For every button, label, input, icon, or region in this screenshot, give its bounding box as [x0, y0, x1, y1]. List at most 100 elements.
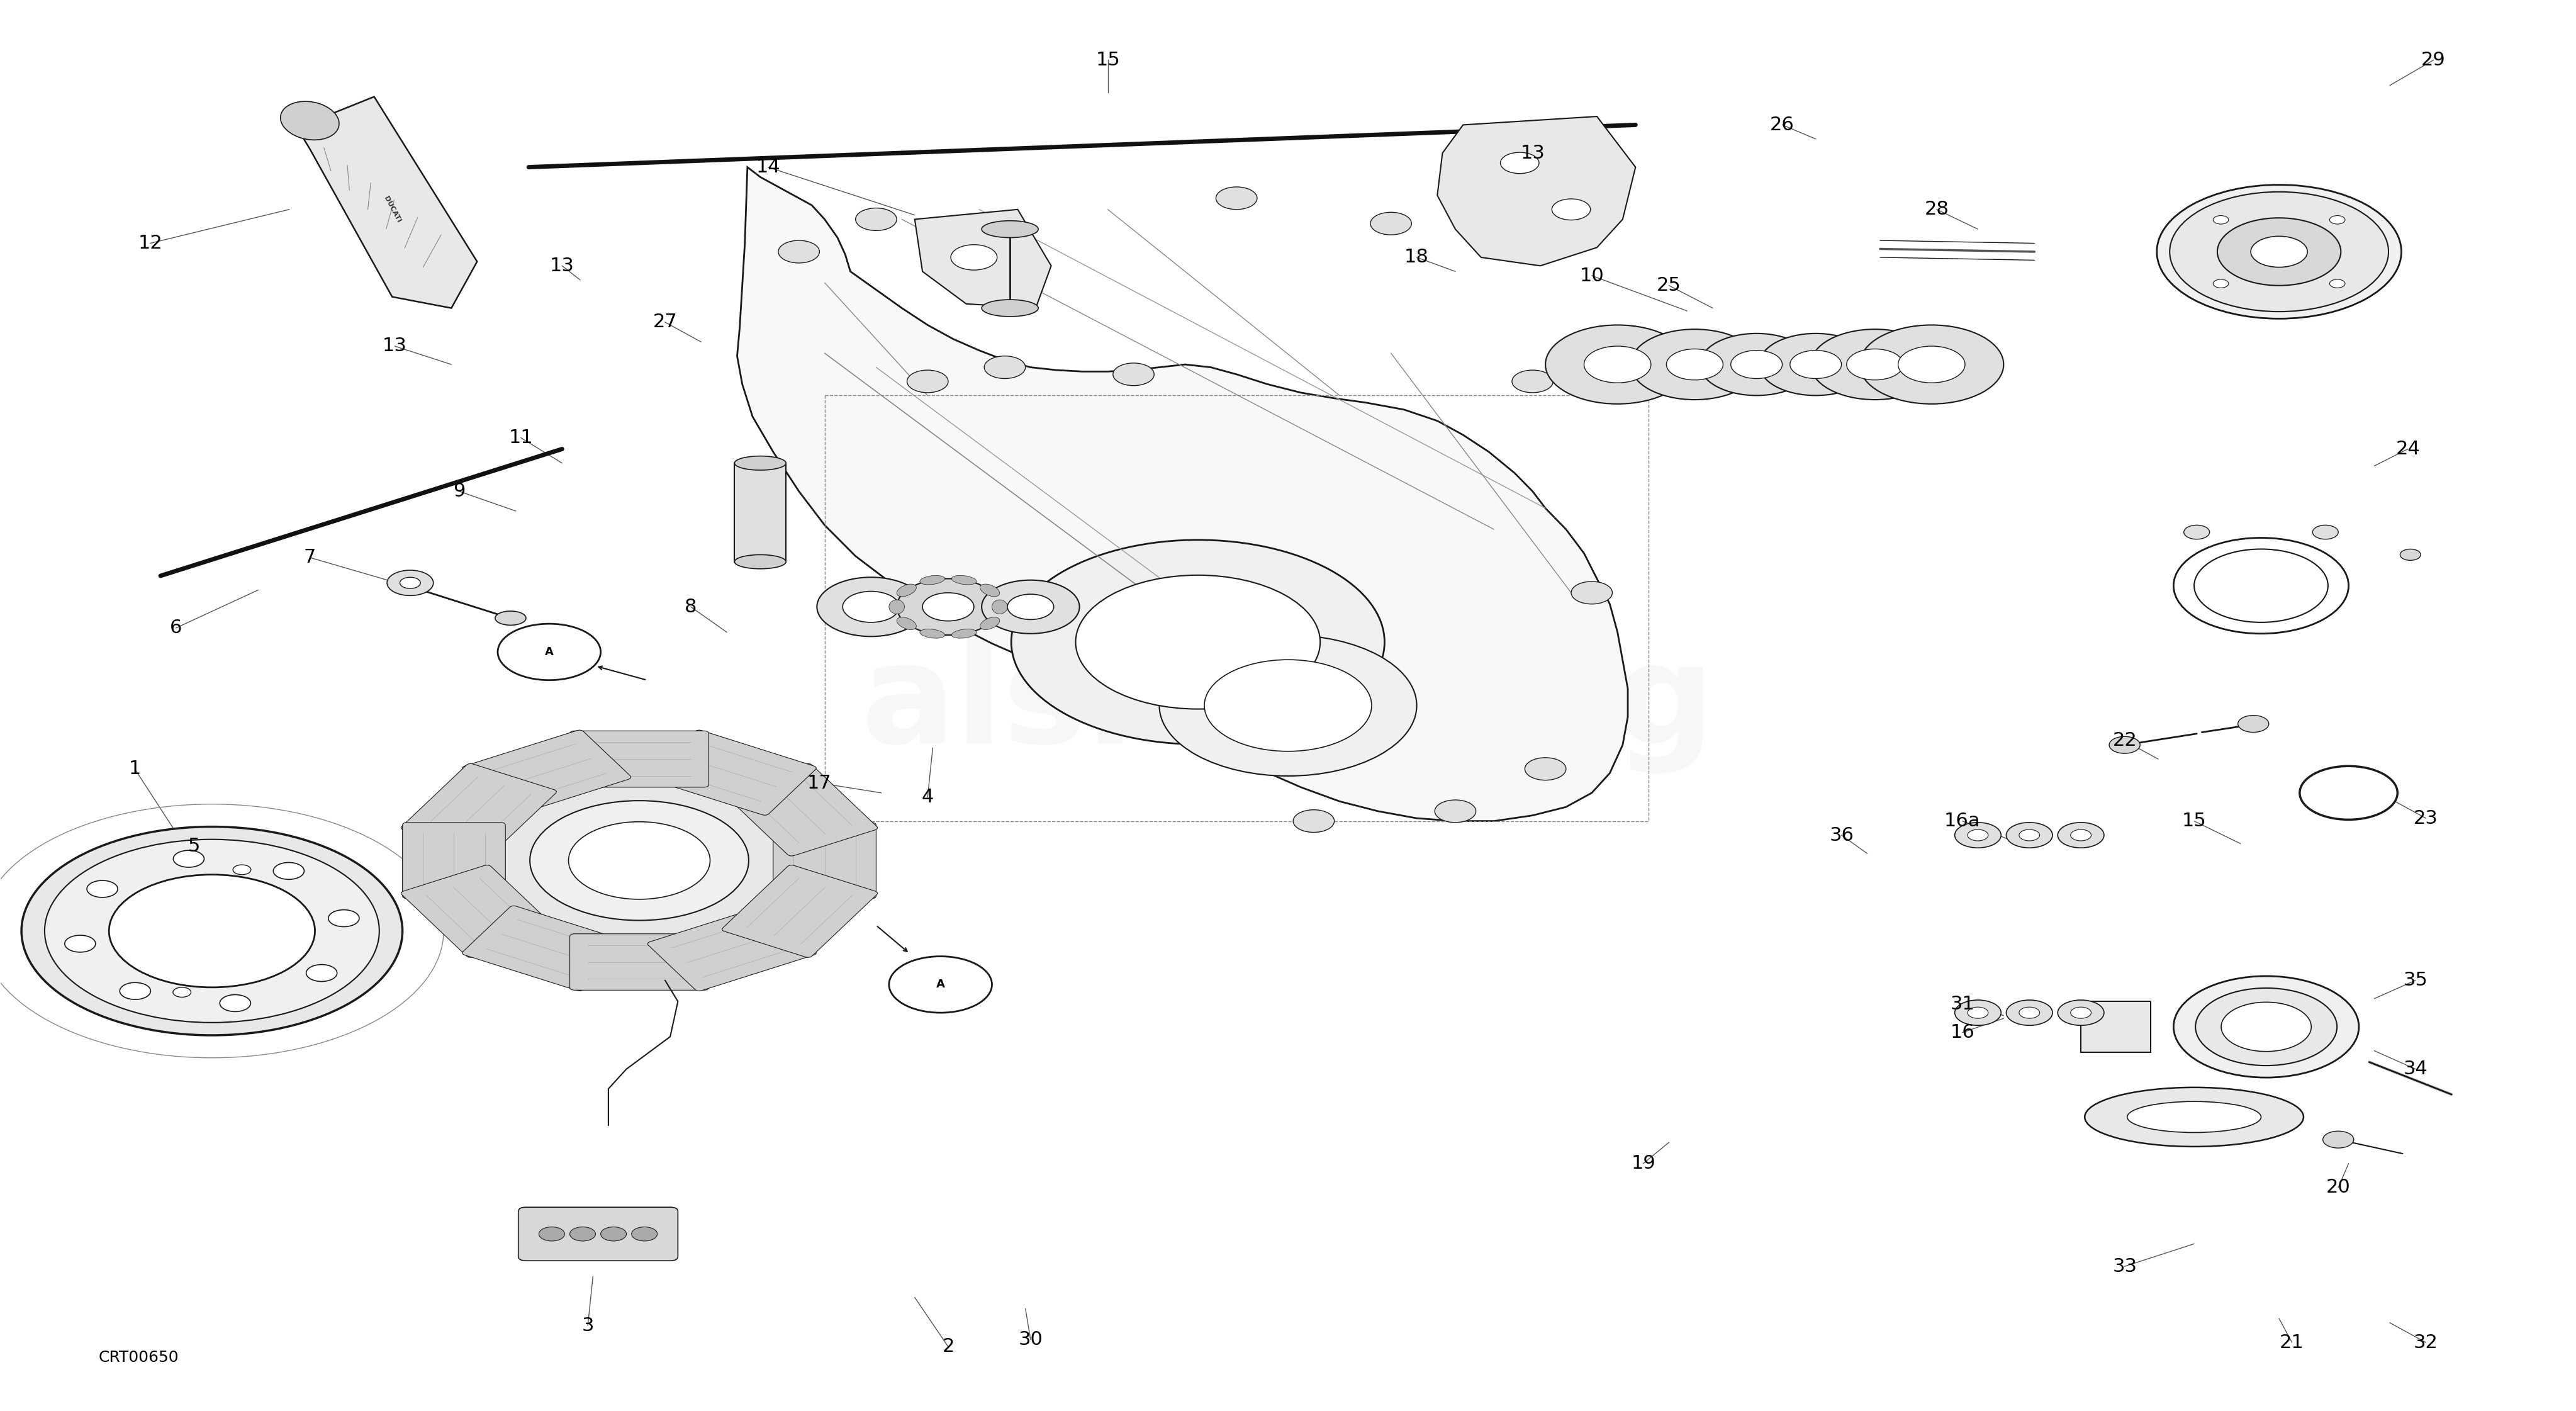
Ellipse shape [1955, 1000, 2002, 1026]
Text: A: A [546, 646, 554, 658]
Ellipse shape [1551, 199, 1589, 220]
Text: 27: 27 [652, 313, 677, 332]
Text: 26: 26 [1770, 116, 1795, 134]
Text: 6: 6 [170, 619, 183, 638]
Text: alsridering: alsridering [860, 638, 1716, 773]
Ellipse shape [2169, 192, 2388, 312]
Polygon shape [296, 97, 477, 308]
Ellipse shape [415, 737, 866, 983]
Polygon shape [734, 463, 786, 562]
Ellipse shape [531, 800, 750, 920]
Ellipse shape [2401, 549, 2421, 560]
Ellipse shape [981, 220, 1038, 237]
Text: 16: 16 [1950, 1023, 1976, 1041]
Ellipse shape [2007, 823, 2053, 848]
Ellipse shape [386, 570, 433, 595]
Text: 10: 10 [1579, 267, 1605, 285]
Ellipse shape [981, 580, 1079, 634]
Ellipse shape [1631, 329, 1759, 399]
Ellipse shape [1899, 346, 1965, 382]
Ellipse shape [21, 827, 402, 1036]
Ellipse shape [173, 988, 191, 998]
Ellipse shape [273, 862, 304, 879]
Circle shape [538, 1228, 564, 1242]
FancyBboxPatch shape [518, 1208, 677, 1261]
Ellipse shape [920, 576, 945, 584]
Circle shape [1435, 800, 1476, 823]
Ellipse shape [896, 617, 917, 629]
Circle shape [907, 370, 948, 392]
Text: 16a: 16a [1945, 811, 1981, 830]
Text: 2: 2 [943, 1338, 953, 1356]
Ellipse shape [2184, 525, 2210, 539]
Ellipse shape [2251, 236, 2308, 267]
Text: 11: 11 [507, 429, 533, 447]
FancyBboxPatch shape [402, 763, 556, 856]
Circle shape [984, 356, 1025, 378]
Ellipse shape [951, 629, 976, 638]
Text: 28: 28 [1924, 200, 1950, 219]
Text: 30: 30 [1018, 1331, 1043, 1349]
Ellipse shape [2329, 279, 2344, 288]
Circle shape [569, 1228, 595, 1242]
Polygon shape [914, 209, 1051, 308]
Ellipse shape [232, 865, 250, 875]
Ellipse shape [399, 577, 420, 588]
Text: 21: 21 [2280, 1333, 2303, 1352]
Ellipse shape [281, 102, 340, 140]
Circle shape [1512, 370, 1553, 392]
Ellipse shape [2324, 1132, 2354, 1149]
Ellipse shape [896, 579, 999, 635]
Ellipse shape [981, 299, 1038, 316]
Text: 25: 25 [1656, 277, 1682, 295]
Ellipse shape [219, 995, 250, 1012]
Polygon shape [737, 166, 1628, 821]
Text: 13: 13 [381, 337, 407, 356]
Text: 24: 24 [2396, 440, 2419, 459]
Circle shape [778, 240, 819, 262]
Text: 3: 3 [582, 1316, 595, 1335]
Ellipse shape [1584, 346, 1651, 382]
FancyBboxPatch shape [569, 731, 708, 787]
FancyBboxPatch shape [773, 823, 876, 899]
Ellipse shape [734, 456, 786, 470]
Ellipse shape [2221, 1002, 2311, 1051]
Ellipse shape [920, 629, 945, 638]
FancyBboxPatch shape [647, 729, 817, 816]
Polygon shape [2081, 1002, 2151, 1053]
Ellipse shape [1007, 594, 1054, 619]
Text: 13: 13 [1520, 144, 1546, 162]
FancyBboxPatch shape [569, 934, 708, 991]
Circle shape [855, 207, 896, 230]
Ellipse shape [1968, 830, 1989, 841]
FancyBboxPatch shape [721, 865, 878, 958]
Ellipse shape [44, 840, 379, 1023]
Ellipse shape [951, 576, 976, 584]
Ellipse shape [2174, 976, 2360, 1078]
Circle shape [1370, 212, 1412, 234]
Text: 7: 7 [304, 549, 317, 567]
Ellipse shape [2213, 216, 2228, 224]
Text: 36: 36 [1829, 825, 1855, 844]
Text: 12: 12 [139, 234, 162, 253]
Ellipse shape [889, 600, 904, 614]
Ellipse shape [817, 577, 925, 636]
Ellipse shape [173, 851, 204, 868]
Ellipse shape [1811, 329, 1940, 399]
Text: 29: 29 [2421, 51, 2445, 69]
Text: 22: 22 [2112, 732, 2138, 749]
FancyBboxPatch shape [721, 763, 878, 856]
Ellipse shape [1860, 325, 2004, 404]
Ellipse shape [922, 593, 974, 621]
Text: 34: 34 [2403, 1060, 2427, 1078]
Ellipse shape [118, 982, 149, 999]
FancyBboxPatch shape [647, 906, 817, 991]
Ellipse shape [1759, 333, 1873, 395]
FancyBboxPatch shape [402, 823, 505, 899]
Ellipse shape [1847, 349, 1904, 380]
Polygon shape [1437, 117, 1636, 265]
Ellipse shape [2058, 823, 2105, 848]
Ellipse shape [64, 935, 95, 952]
Ellipse shape [2071, 830, 2092, 841]
Text: CRT00650: CRT00650 [98, 1350, 178, 1364]
